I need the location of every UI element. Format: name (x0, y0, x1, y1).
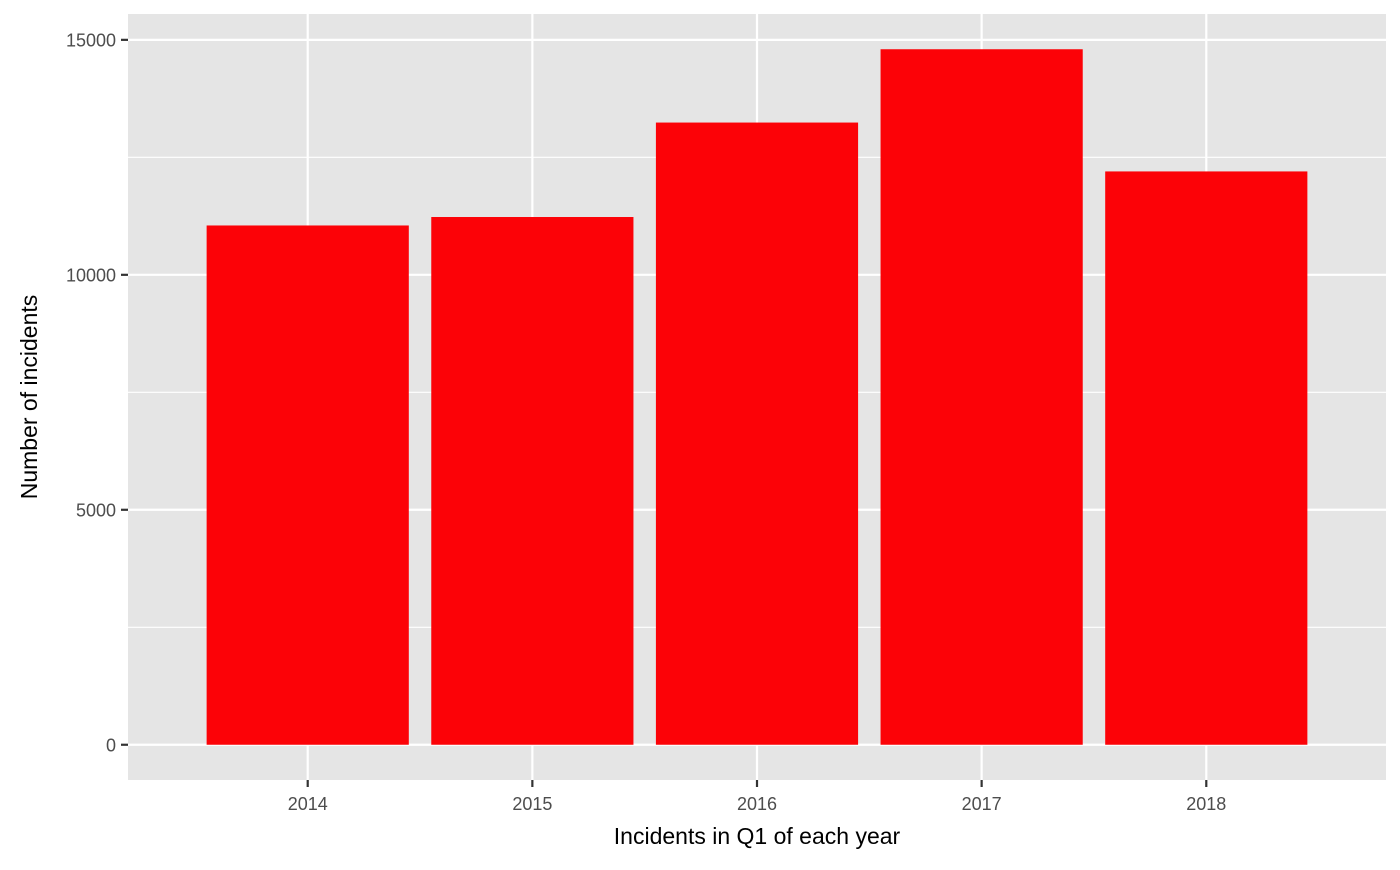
bar-2015 (431, 217, 634, 745)
y-tick-label: 15000 (66, 30, 116, 50)
x-tick-label: 2017 (962, 794, 1002, 814)
bar-2016 (655, 122, 859, 745)
x-tick-label: 2014 (288, 794, 328, 814)
y-tick-label: 0 (106, 735, 116, 755)
y-tick-label: 5000 (76, 500, 116, 520)
x-axis-title: Incidents in Q1 of each year (614, 823, 901, 849)
y-axis: 0 5000 10000 15000 (66, 30, 128, 755)
x-tick-label: 2015 (512, 794, 552, 814)
x-tick-label: 2016 (737, 794, 777, 814)
bars (206, 49, 1308, 745)
bar-2017 (880, 49, 1083, 745)
x-tick-label: 2018 (1186, 794, 1226, 814)
y-tick-label: 10000 (66, 265, 116, 285)
bar-2014 (206, 225, 409, 745)
bar-2018 (1105, 171, 1308, 745)
y-axis-title: Number of incidents (16, 295, 42, 500)
x-axis: 2014 2015 2016 2017 2018 (288, 780, 1226, 814)
